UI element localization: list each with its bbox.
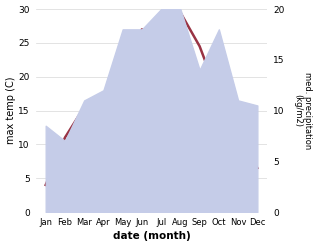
Y-axis label: med. precipitation
(kg/m2): med. precipitation (kg/m2)	[293, 72, 313, 149]
Y-axis label: max temp (C): max temp (C)	[5, 77, 16, 144]
X-axis label: date (month): date (month)	[113, 231, 190, 242]
